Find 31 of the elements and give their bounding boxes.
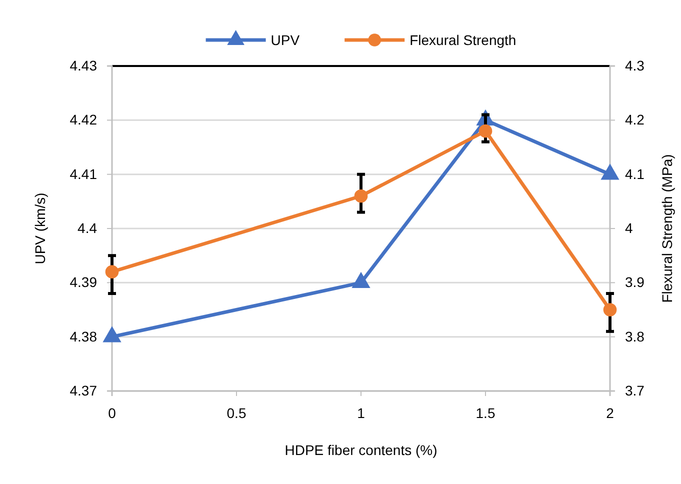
y2-axis-title: Flexural Strength (MPa) [659, 154, 675, 303]
y2-tick-label: 3.9 [625, 274, 645, 290]
point [102, 326, 122, 342]
y-tick-label: 4.37 [70, 382, 98, 398]
point [600, 164, 620, 180]
y2-tick-label: 3.7 [625, 382, 645, 398]
y-tick-label: 4.41 [70, 166, 98, 182]
y-axis-title: UPV (km/s) [32, 192, 48, 264]
y2-tick-label: 4 [625, 220, 633, 236]
point [603, 303, 617, 316]
x-tick-label: 1 [357, 404, 366, 421]
y2-tick-label: 3.8 [625, 328, 645, 344]
x-tick-label: 2 [606, 404, 614, 421]
x-tick-label: 1.5 [476, 404, 496, 421]
point [478, 124, 492, 138]
y-tick-label: 4.42 [70, 112, 98, 128]
point [352, 272, 370, 288]
y2-tick-label: 4.3 [625, 57, 645, 74]
y2-tick-label: 4.1 [625, 166, 645, 182]
y-tick-label: 4.39 [70, 274, 98, 290]
point [105, 265, 119, 278]
y-tick-label: 4.38 [70, 328, 98, 344]
x-tick-label: 0.5 [226, 404, 246, 421]
y2-tick-label: 4.2 [625, 112, 645, 128]
x-tick-label: 0 [108, 404, 116, 421]
y-tick-label: 4.4 [78, 220, 98, 236]
legend-label: Flexural Strength [410, 32, 516, 48]
point [354, 189, 368, 203]
x-axis-title: HDPE fiber contents (%) [284, 442, 438, 458]
legend-label: UPV [270, 32, 300, 48]
y-tick-label: 4.43 [70, 57, 98, 74]
